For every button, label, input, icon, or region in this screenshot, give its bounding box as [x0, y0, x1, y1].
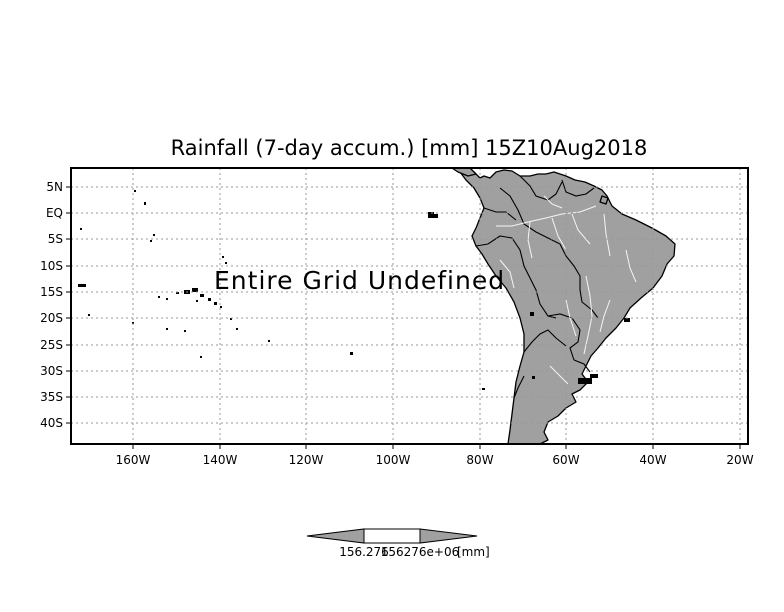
lat-tick-label: 30S — [40, 364, 63, 378]
colorbar-units: [mm] — [457, 545, 490, 559]
lon-tick-label: 160W — [116, 453, 151, 467]
colorbar-label-left: 156.276 — [339, 545, 389, 559]
lon-tick-label: 80W — [466, 453, 493, 467]
lat-tick-label: 40S — [40, 416, 63, 430]
lat-tick-label: EQ — [46, 206, 63, 220]
gridlines — [71, 168, 748, 444]
lat-tick-label: 5N — [46, 180, 63, 194]
lon-tick-label: 60W — [552, 453, 579, 467]
lon-tick-label: 40W — [639, 453, 666, 467]
lon-tick-label: 140W — [203, 453, 238, 467]
lat-tick-label: 15S — [40, 285, 63, 299]
lat-tick-label: 25S — [40, 338, 63, 352]
lon-tick-label: 100W — [376, 453, 411, 467]
lat-tick-label: 20S — [40, 311, 63, 325]
colorbar-left-triangle — [306, 528, 365, 544]
map-frame-background — [71, 168, 748, 444]
colorbar-right-triangle — [419, 528, 478, 544]
rivers — [496, 195, 637, 385]
colorbar-label-mid: 156276e+06 — [381, 545, 460, 559]
map-frame — [70, 167, 749, 445]
lon-tick-label: 120W — [289, 453, 324, 467]
latitude-labels: 5N EQ 5S 10S 15S 20S 25S 30S 35S 40S — [40, 180, 63, 430]
colorbar-middle-box — [363, 528, 421, 544]
longitude-labels: 160W 140W 120W 100W 80W 60W 40W 20W — [116, 453, 754, 467]
map-title: Rainfall (7-day accum.) [mm] 15Z10Aug201… — [171, 136, 648, 160]
undefined-grid-message: Entire Grid Undefined — [214, 266, 505, 295]
tick-marks — [66, 186, 741, 449]
colorbar: 156.276 156276e+06 [mm] — [306, 528, 490, 559]
lon-tick-label: 20W — [726, 453, 753, 467]
lat-tick-label: 35S — [40, 390, 63, 404]
inland-water-marks — [530, 312, 630, 384]
lat-tick-label: 5S — [48, 232, 63, 246]
lat-tick-label: 10S — [40, 259, 63, 273]
